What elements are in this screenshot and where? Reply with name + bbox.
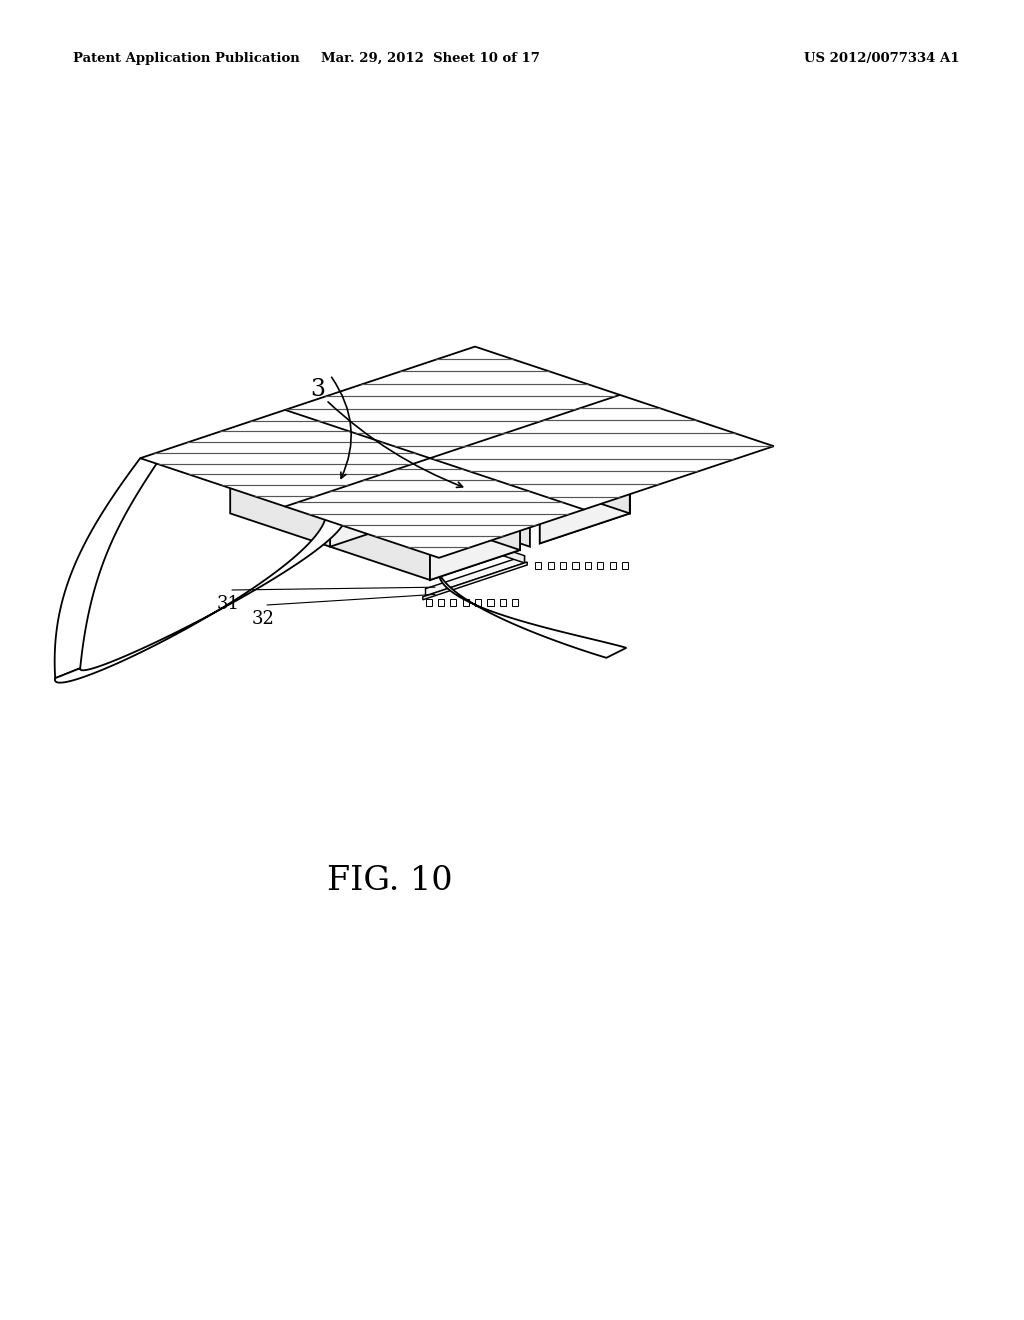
Polygon shape	[140, 411, 430, 507]
Text: Patent Application Publication: Patent Application Publication	[73, 51, 300, 65]
Polygon shape	[512, 599, 518, 606]
Polygon shape	[230, 459, 430, 579]
Polygon shape	[285, 347, 620, 458]
Polygon shape	[140, 347, 774, 558]
Polygon shape	[330, 426, 529, 546]
Polygon shape	[475, 599, 481, 606]
Polygon shape	[430, 395, 774, 510]
Polygon shape	[330, 426, 529, 546]
Polygon shape	[438, 599, 444, 606]
Polygon shape	[423, 562, 527, 599]
Polygon shape	[285, 347, 620, 458]
Polygon shape	[426, 599, 432, 606]
Polygon shape	[285, 347, 620, 458]
Polygon shape	[572, 562, 579, 569]
Polygon shape	[430, 496, 520, 579]
Polygon shape	[434, 525, 524, 562]
Polygon shape	[285, 347, 620, 458]
Polygon shape	[463, 599, 469, 606]
Polygon shape	[285, 458, 584, 558]
Text: 31: 31	[217, 595, 240, 612]
Polygon shape	[540, 459, 630, 544]
Text: 32: 32	[252, 610, 274, 628]
Polygon shape	[140, 411, 430, 507]
Polygon shape	[55, 520, 345, 682]
Polygon shape	[430, 393, 520, 477]
Polygon shape	[430, 496, 520, 579]
Polygon shape	[609, 562, 615, 569]
Polygon shape	[285, 347, 620, 458]
Polygon shape	[285, 458, 584, 558]
Polygon shape	[500, 599, 506, 606]
Polygon shape	[285, 458, 584, 558]
Polygon shape	[340, 393, 520, 453]
Polygon shape	[540, 429, 630, 513]
Polygon shape	[140, 411, 430, 507]
Polygon shape	[285, 458, 584, 558]
Polygon shape	[140, 411, 430, 507]
Text: Mar. 29, 2012  Sheet 10 of 17: Mar. 29, 2012 Sheet 10 of 17	[321, 51, 540, 65]
Polygon shape	[285, 458, 584, 558]
Text: US 2012/0077334 A1: US 2012/0077334 A1	[805, 51, 961, 65]
Polygon shape	[140, 411, 430, 507]
Text: FIG. 10: FIG. 10	[328, 865, 453, 898]
Polygon shape	[430, 466, 520, 550]
Polygon shape	[285, 347, 620, 458]
Polygon shape	[430, 395, 774, 510]
Polygon shape	[430, 395, 774, 510]
Text: 3: 3	[310, 379, 326, 401]
Polygon shape	[597, 562, 603, 569]
Polygon shape	[430, 395, 774, 510]
Polygon shape	[540, 459, 630, 544]
Polygon shape	[450, 429, 630, 490]
Polygon shape	[430, 395, 774, 510]
Polygon shape	[140, 411, 430, 507]
Polygon shape	[426, 556, 524, 595]
Polygon shape	[285, 347, 620, 458]
Polygon shape	[430, 395, 774, 510]
Polygon shape	[585, 562, 591, 569]
Polygon shape	[285, 458, 584, 558]
Polygon shape	[285, 458, 584, 558]
Polygon shape	[340, 466, 520, 525]
Polygon shape	[285, 458, 584, 558]
Polygon shape	[548, 562, 554, 569]
Polygon shape	[451, 599, 457, 606]
Polygon shape	[140, 411, 430, 507]
Polygon shape	[430, 395, 774, 510]
Polygon shape	[54, 458, 160, 678]
Polygon shape	[437, 558, 627, 657]
Polygon shape	[140, 411, 430, 507]
Polygon shape	[622, 562, 628, 569]
Polygon shape	[285, 347, 620, 458]
Polygon shape	[230, 429, 411, 490]
Polygon shape	[536, 562, 542, 569]
Polygon shape	[487, 599, 494, 606]
Polygon shape	[430, 395, 774, 510]
Polygon shape	[560, 562, 566, 569]
Polygon shape	[321, 429, 411, 513]
